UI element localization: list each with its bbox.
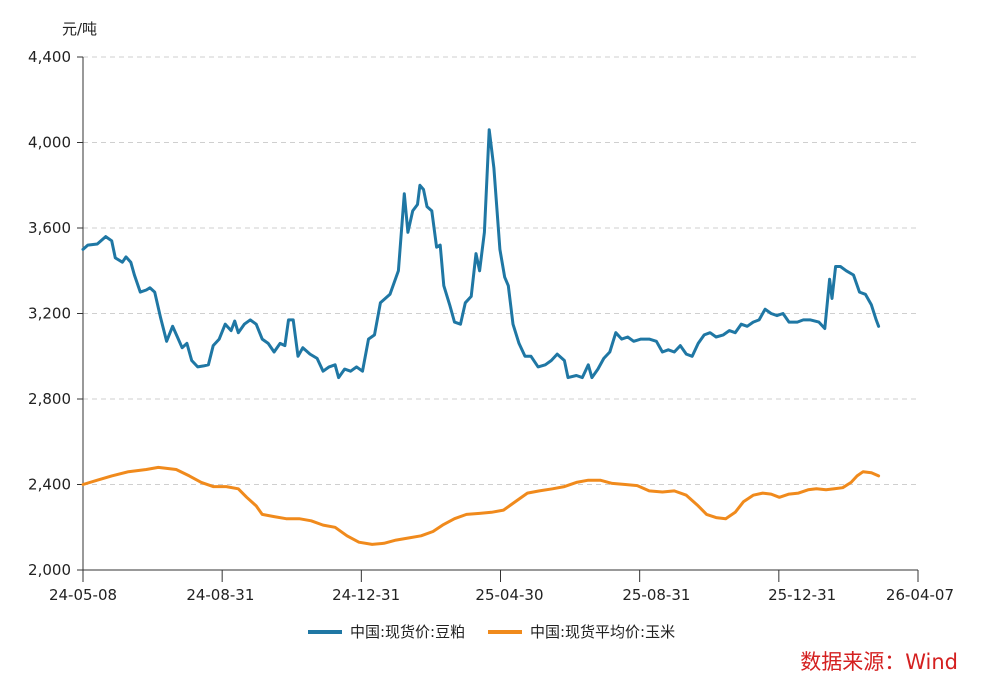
legend-item: 中国:现货平均价:玉米 [488, 623, 675, 641]
series-line-soybean-meal [81, 128, 881, 380]
series-line-corn [81, 465, 881, 546]
y-axis-ticks: 2,000 2,400 2,800 3,200 3,600 4,000 4,400 [28, 48, 83, 579]
y-axis-unit-label: 元/吨 [62, 20, 97, 38]
y-tick-label: 2,800 [28, 390, 71, 408]
x-tick-label: 26-04-07 [886, 586, 954, 604]
legend: 中国:现货价:豆粕 中国:现货平均价:玉米 [308, 623, 675, 641]
grid-lines [83, 56, 918, 485]
y-tick-label: 4,400 [28, 48, 71, 66]
x-tick-label: 25-08-31 [622, 586, 690, 604]
y-tick-label: 3,200 [28, 305, 71, 323]
y-tick-label: 4,000 [28, 134, 71, 152]
legend-label: 中国:现货价:豆粕 [350, 623, 465, 641]
data-source-note: 数据来源：Wind [800, 650, 958, 674]
x-tick-label: 25-12-31 [768, 586, 836, 604]
legend-item: 中国:现货价:豆粕 [308, 623, 465, 641]
x-axis-ticks: 24-05-08 24-08-31 24-12-31 25-04-30 25-08-31… [49, 570, 954, 604]
legend-label: 中国:现货平均价:玉米 [530, 623, 675, 641]
x-tick-label: 24-05-08 [49, 586, 117, 604]
series-lines [81, 128, 881, 546]
x-tick-label: 24-08-31 [186, 586, 254, 604]
y-tick-label: 2,000 [28, 561, 71, 579]
x-tick-label: 24-12-31 [332, 586, 400, 604]
x-tick-label: 25-04-30 [475, 586, 543, 604]
y-tick-label: 3,600 [28, 219, 71, 237]
y-tick-label: 2,400 [28, 476, 71, 494]
